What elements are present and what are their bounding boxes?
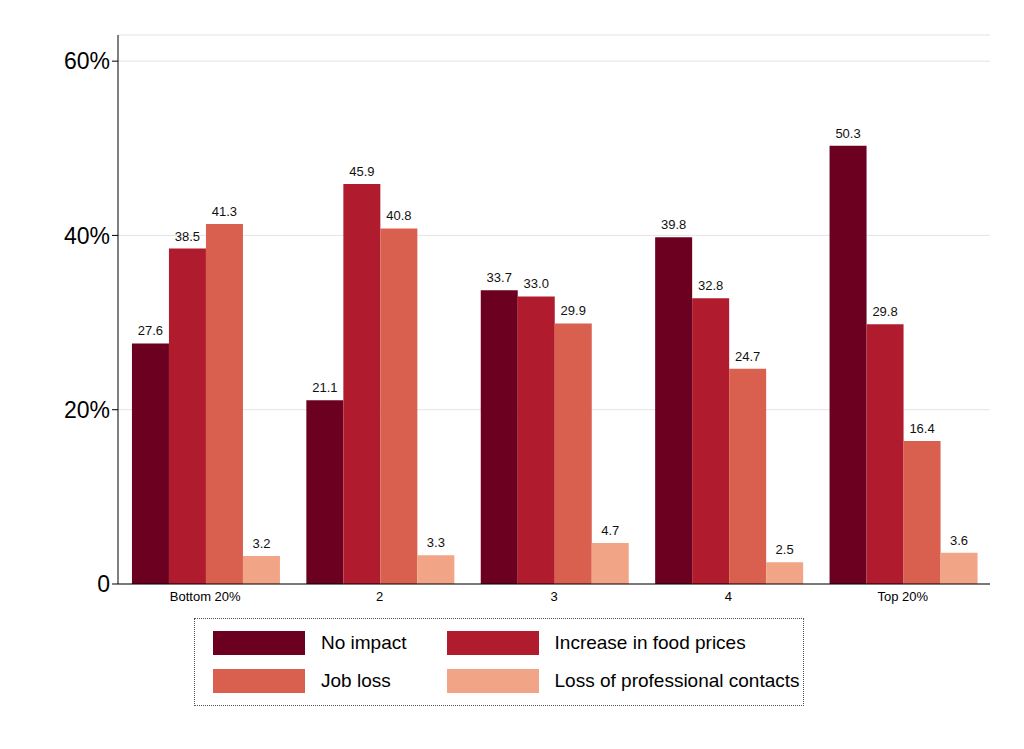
svg-text:0: 0 [97, 571, 110, 597]
svg-text:4.7: 4.7 [601, 523, 619, 538]
html-text:Loss of professional contacts: Loss of professional contacts [554, 670, 800, 691]
svg-text:3.2: 3.2 [252, 536, 270, 551]
svg-text:Bottom 20%: Bottom 20% [170, 589, 241, 604]
svg-text:40.8: 40.8 [386, 208, 411, 223]
html-text:Job loss: Job loss [321, 670, 391, 691]
svg-text:41.3: 41.3 [212, 204, 237, 219]
svg-text:50.3: 50.3 [835, 126, 860, 141]
svg-text:3: 3 [550, 589, 557, 604]
svg-text:21.1: 21.1 [312, 380, 337, 395]
svg-text:3.3: 3.3 [427, 535, 445, 550]
svg-text:38.5: 38.5 [175, 229, 200, 244]
html-text:Increase in food prices: Increase in food prices [554, 632, 746, 653]
svg-text:20%: 20% [64, 397, 110, 423]
svg-text:29.9: 29.9 [561, 303, 586, 318]
svg-text:33.0: 33.0 [524, 276, 549, 291]
html-text:No impact: No impact [321, 632, 407, 653]
svg-text:60%: 60% [64, 48, 110, 74]
svg-text:16.4: 16.4 [909, 421, 934, 436]
svg-text:40%: 40% [64, 223, 110, 249]
svg-text:45.9: 45.9 [349, 164, 374, 179]
svg-text:29.8: 29.8 [872, 304, 897, 319]
svg-text:Top 20%: Top 20% [878, 589, 929, 604]
svg-text:24.7: 24.7 [735, 349, 760, 364]
svg-text:27.6: 27.6 [138, 323, 163, 338]
svg-text:39.8: 39.8 [661, 217, 686, 232]
svg-text:33.7: 33.7 [487, 270, 512, 285]
svg-text:2.5: 2.5 [776, 542, 794, 557]
svg-text:4: 4 [725, 589, 732, 604]
svg-text:3.6: 3.6 [950, 533, 968, 548]
svg-text:32.8: 32.8 [698, 278, 723, 293]
svg-text:2: 2 [376, 589, 383, 604]
